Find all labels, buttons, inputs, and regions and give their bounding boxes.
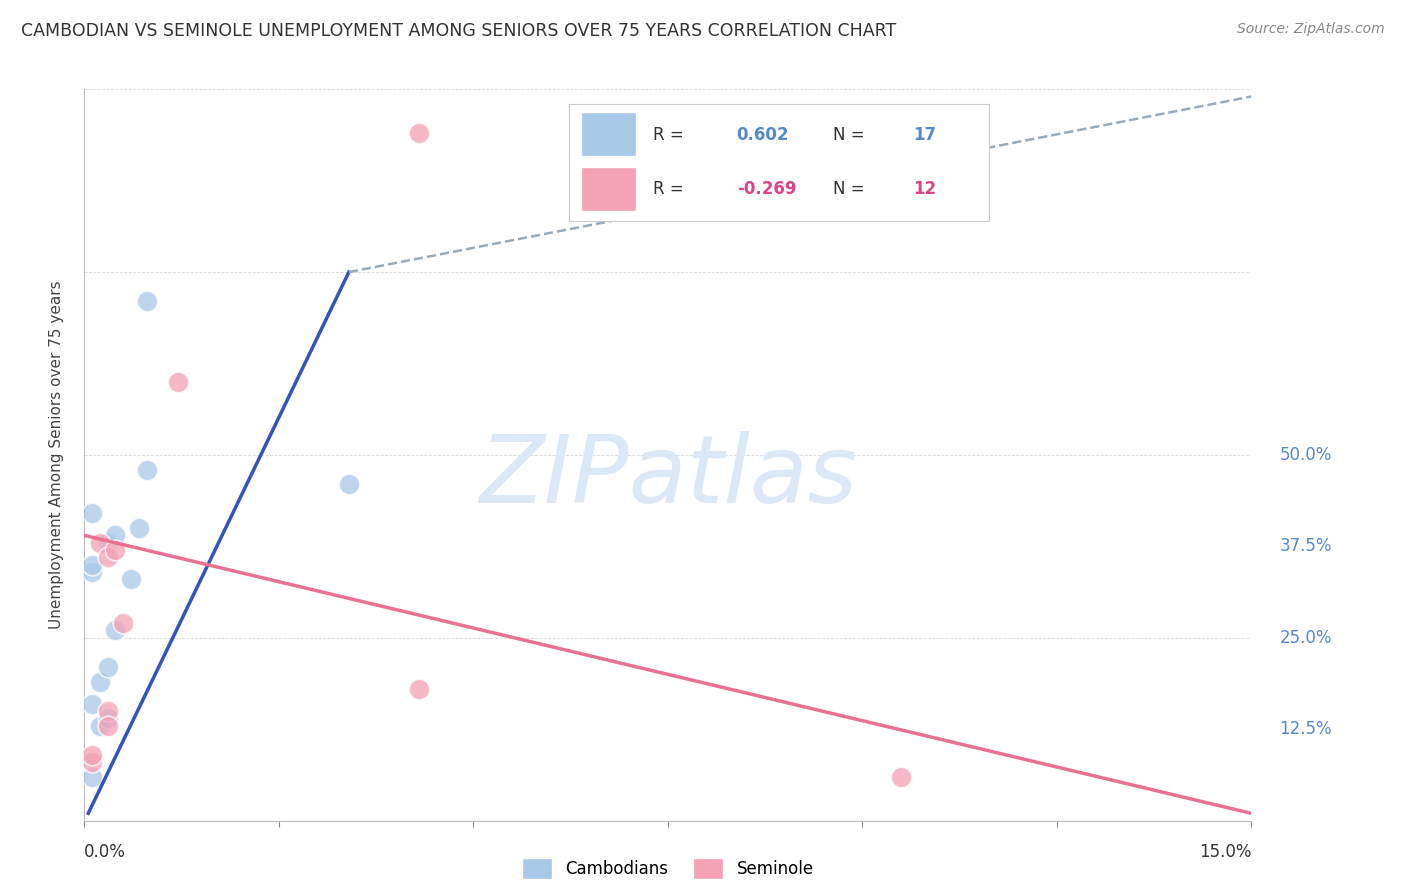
- Point: [82, 558, 104, 572]
- Point: [408, 681, 430, 696]
- Point: [97, 660, 120, 674]
- Text: 37.5%: 37.5%: [1279, 537, 1331, 556]
- Point: [82, 507, 104, 521]
- Point: [89, 535, 111, 549]
- Text: 15.0%: 15.0%: [1199, 843, 1251, 861]
- Text: R =: R =: [652, 127, 689, 145]
- Point: [82, 755, 104, 769]
- Bar: [581, 112, 636, 156]
- Point: [97, 711, 120, 725]
- Point: [82, 747, 104, 762]
- Text: ZIPatlas: ZIPatlas: [479, 432, 856, 523]
- Text: 50.0%: 50.0%: [1279, 446, 1331, 464]
- Point: [82, 565, 104, 579]
- Point: [890, 770, 912, 784]
- Text: N =: N =: [834, 180, 870, 198]
- Text: -0.269: -0.269: [737, 180, 796, 198]
- Point: [104, 543, 127, 558]
- Text: 25.0%: 25.0%: [1279, 629, 1331, 647]
- Point: [89, 674, 111, 689]
- Point: [120, 572, 142, 586]
- Text: Source: ZipAtlas.com: Source: ZipAtlas.com: [1237, 22, 1385, 37]
- Point: [97, 718, 120, 732]
- Text: CAMBODIAN VS SEMINOLE UNEMPLOYMENT AMONG SENIORS OVER 75 YEARS CORRELATION CHART: CAMBODIAN VS SEMINOLE UNEMPLOYMENT AMONG…: [21, 22, 897, 40]
- Text: R =: R =: [652, 180, 689, 198]
- Text: 0.602: 0.602: [737, 127, 789, 145]
- Text: 12: 12: [912, 180, 936, 198]
- Point: [166, 375, 188, 389]
- Point: [128, 521, 150, 535]
- Point: [337, 477, 360, 491]
- Text: N =: N =: [834, 127, 870, 145]
- Text: 17: 17: [912, 127, 936, 145]
- Bar: [581, 167, 636, 211]
- Text: 0.0%: 0.0%: [84, 843, 127, 861]
- Point: [104, 624, 127, 638]
- Point: [82, 697, 104, 711]
- Point: [135, 294, 157, 309]
- Point: [135, 462, 157, 476]
- Point: [89, 718, 111, 732]
- Legend: Cambodians, Seminole: Cambodians, Seminole: [515, 852, 821, 886]
- Point: [97, 704, 120, 718]
- Y-axis label: Unemployment Among Seniors over 75 years: Unemployment Among Seniors over 75 years: [49, 281, 63, 629]
- Point: [408, 126, 430, 140]
- Point: [97, 550, 120, 565]
- Point: [112, 616, 135, 631]
- Point: [104, 528, 127, 542]
- Point: [97, 535, 120, 549]
- Point: [82, 770, 104, 784]
- Text: 12.5%: 12.5%: [1279, 720, 1331, 739]
